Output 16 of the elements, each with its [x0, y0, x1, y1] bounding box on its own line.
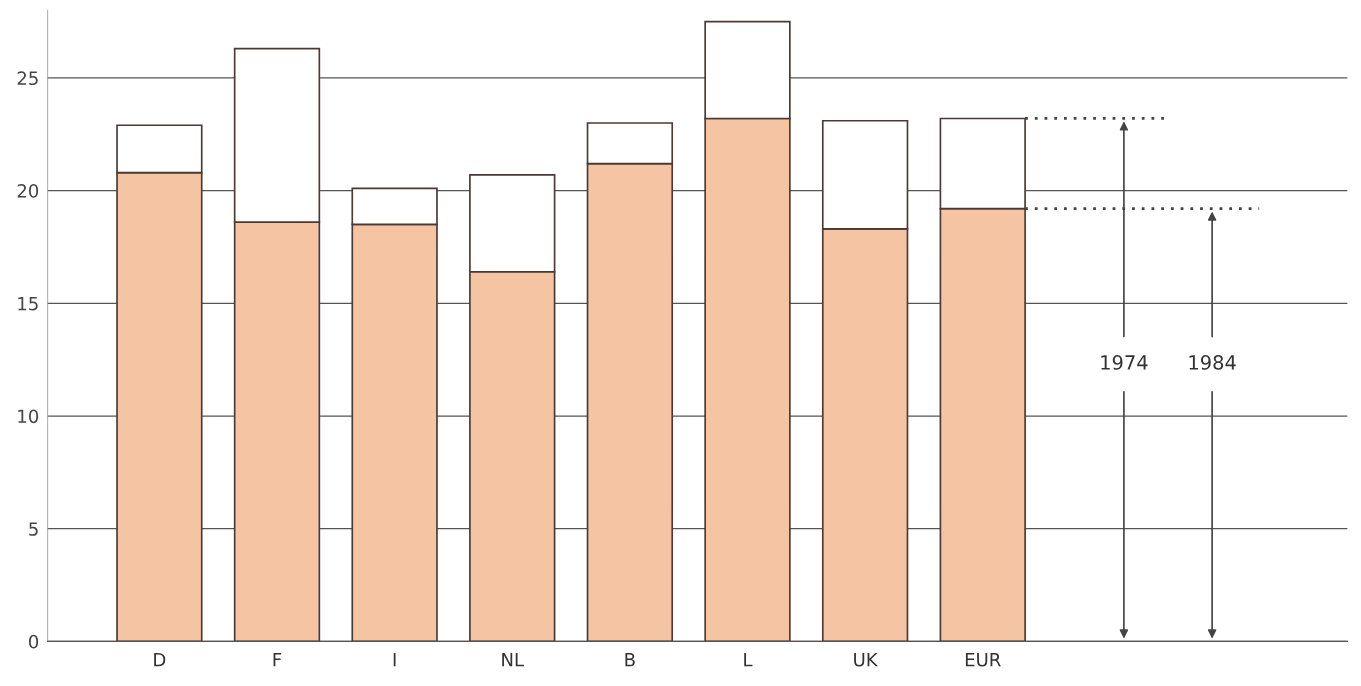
y-tick-label: 10	[18, 409, 39, 424]
y-tick-label: 5	[29, 522, 38, 536]
y-tick-label: 0	[29, 634, 39, 649]
y-tick-label: 20	[17, 184, 39, 198]
x-tick-label: EUR	[965, 653, 1001, 667]
text: 1984	[1189, 355, 1236, 370]
x-tick-label: B	[625, 653, 635, 667]
x-tick-label: D	[154, 653, 166, 667]
x-tick-label: F	[273, 653, 282, 667]
y-tick-label: 15	[18, 297, 38, 311]
x-tick-label: NL	[502, 653, 524, 667]
x-tick-label: L	[744, 653, 753, 667]
y-tick-label: 25	[17, 71, 38, 86]
text: 1974	[1101, 355, 1148, 370]
x-tick-label: I	[393, 653, 396, 667]
x-tick-label: UK	[854, 653, 879, 667]
